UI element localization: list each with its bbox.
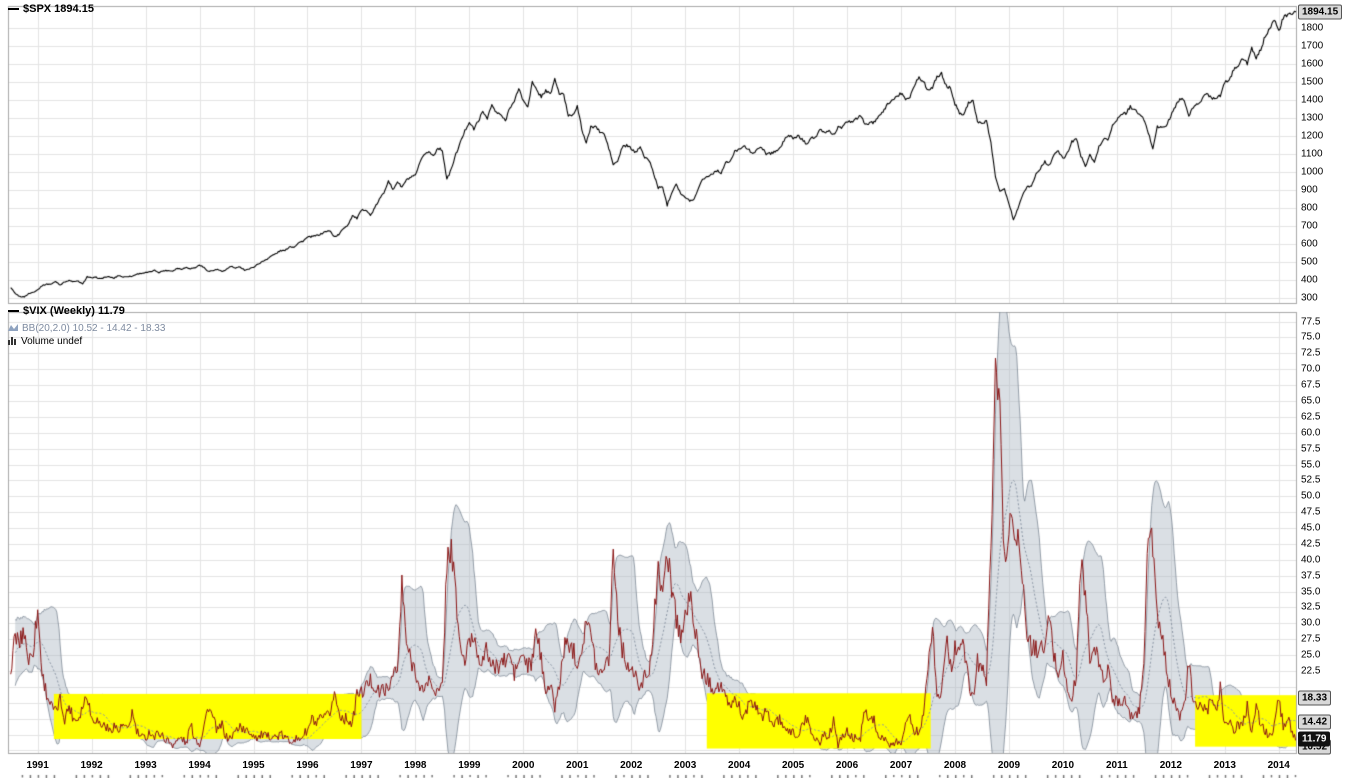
vix-axis-tick-label: 25.0 bbox=[1301, 649, 1321, 661]
vix-legend-label: $VIX (Weekly) 11.79 bbox=[23, 305, 125, 317]
spx-axis-tick-label: 400 bbox=[1301, 274, 1318, 286]
year-axis-label: 2000 bbox=[512, 760, 535, 771]
spx-axis-tick-label: 1200 bbox=[1301, 130, 1324, 142]
spx-axis-tick-label: 300 bbox=[1301, 292, 1318, 304]
spx-axis-tick-label: 1000 bbox=[1301, 166, 1324, 178]
vix-axis-tick-label: 52.5 bbox=[1301, 474, 1321, 486]
vix-axis-tick-label: 55.0 bbox=[1301, 459, 1321, 470]
vix-axis-tick-label: 62.5 bbox=[1301, 411, 1321, 423]
spx-axis-tick-label: 1500 bbox=[1301, 76, 1324, 88]
year-axis-label: 1998 bbox=[404, 760, 427, 771]
year-axis-label: 1993 bbox=[134, 760, 157, 771]
spx-axis-tick-label: 1700 bbox=[1301, 40, 1324, 52]
spx-price-badge: 1894.15 bbox=[1298, 4, 1343, 20]
year-axis-label: 2009 bbox=[997, 760, 1021, 771]
spx-axis-tick-label: 900 bbox=[1301, 184, 1318, 196]
year-axis-label: 2013 bbox=[1213, 760, 1236, 771]
spx-axis-tick-label: 1100 bbox=[1301, 148, 1323, 160]
spx-axis-tick-label: 1400 bbox=[1301, 94, 1324, 106]
vix-legend: $VIX (Weekly) 11.79 bbox=[8, 305, 125, 317]
spx-legend: $SPX 1894.15 bbox=[8, 3, 94, 15]
vix-axis-tick-label: 35.0 bbox=[1301, 586, 1321, 598]
volume-legend: Volume undef bbox=[8, 332, 82, 350]
bollinger-legend: BB(20,2.0) 10.52 - 14.42 - 18.33 bbox=[8, 319, 165, 337]
vix-axis-tick-label: 75.0 bbox=[1301, 331, 1321, 343]
bollinger-legend-label: BB(20,2.0) 10.52 - 14.42 - 18.33 bbox=[22, 322, 166, 334]
year-axis-label: 2004 bbox=[728, 760, 751, 771]
year-axis-label: 2005 bbox=[781, 760, 805, 771]
vix-axis-tick-label: 67.5 bbox=[1301, 379, 1321, 391]
spx-legend-label: $SPX 1894.15 bbox=[23, 3, 94, 15]
year-axis-label: 2011 bbox=[1105, 760, 1128, 771]
spx-axis-tick-label: 1300 bbox=[1301, 112, 1324, 124]
year-axis-label: 2014 bbox=[1267, 760, 1290, 771]
year-axis-label: 2003 bbox=[674, 760, 697, 771]
vix-11-79-badge: 11.79 bbox=[1298, 731, 1331, 747]
vix-14-42-badge: 14.42 bbox=[1298, 714, 1332, 730]
spx-axis-tick-label: 600 bbox=[1301, 238, 1318, 250]
year-axis-label: 1992 bbox=[80, 760, 103, 771]
spx-axis-tick-label: 700 bbox=[1301, 220, 1318, 232]
vix-line-swatch-icon bbox=[8, 310, 19, 312]
year-axis-label: 2007 bbox=[889, 760, 913, 771]
year-axis-label: 2010 bbox=[1051, 760, 1075, 771]
spx-axis-tick-label: 1800 bbox=[1301, 22, 1324, 34]
vix-axis-tick-label: 60.0 bbox=[1301, 427, 1321, 439]
year-axis-label: 1991 bbox=[26, 760, 49, 771]
vix-18-33-badge: 18.33 bbox=[1298, 690, 1332, 706]
year-axis-label: 1999 bbox=[458, 760, 481, 771]
volume-bars-icon bbox=[8, 332, 17, 350]
vix-axis-tick-label: 30.0 bbox=[1301, 617, 1321, 629]
vix-axis-tick-label: 42.5 bbox=[1301, 538, 1321, 550]
vix-axis-tick-label: 50.0 bbox=[1301, 490, 1321, 502]
year-axis-label: 2002 bbox=[620, 760, 643, 771]
spx-line-swatch-icon bbox=[8, 8, 19, 10]
year-axis-label: 2006 bbox=[835, 760, 859, 771]
year-axis-label: 1995 bbox=[242, 760, 265, 771]
vix-axis-tick-label: 77.5 bbox=[1301, 316, 1321, 328]
year-axis-label: 1994 bbox=[188, 760, 211, 771]
vix-axis-tick-label: 45.0 bbox=[1301, 522, 1321, 534]
year-axis-label: 2008 bbox=[943, 760, 967, 771]
spx-axis-tick-label: 1600 bbox=[1301, 58, 1324, 70]
vix-axis-tick-label: 57.5 bbox=[1301, 443, 1321, 455]
bollinger-band-icon bbox=[8, 319, 18, 337]
year-axis-label: 1996 bbox=[296, 760, 319, 771]
year-axis-label: 1997 bbox=[350, 760, 373, 771]
vix-axis-tick-label: 65.0 bbox=[1301, 395, 1321, 407]
year-axis-label: 2001 bbox=[566, 760, 589, 771]
vix-axis-tick-label: 32.5 bbox=[1301, 601, 1321, 613]
vix-axis-tick-label: 70.0 bbox=[1301, 363, 1321, 375]
volume-legend-label: Volume undef bbox=[21, 335, 83, 347]
vix-axis-tick-label: 22.5 bbox=[1301, 665, 1321, 677]
vix-axis-tick-label: 72.5 bbox=[1301, 347, 1321, 359]
spx-axis-tick-label: 800 bbox=[1301, 202, 1318, 214]
spx-axis-tick-label: 500 bbox=[1301, 256, 1318, 268]
vix-axis-tick-label: 37.5 bbox=[1301, 570, 1321, 582]
vix-axis-tick-label: 47.5 bbox=[1301, 506, 1321, 518]
year-axis-label: 2012 bbox=[1159, 760, 1182, 771]
vix-axis-tick-label: 27.5 bbox=[1301, 633, 1321, 645]
vix-axis-tick-label: 40.0 bbox=[1301, 554, 1321, 566]
